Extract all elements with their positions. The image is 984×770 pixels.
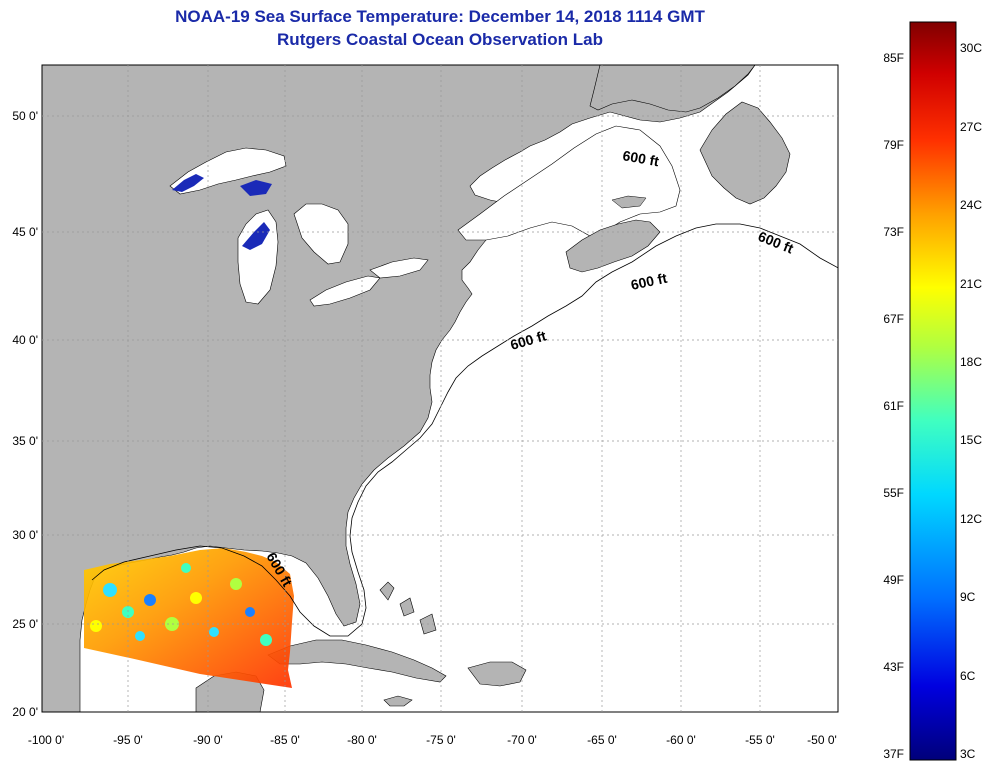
cb-c-21: 21C <box>960 277 982 291</box>
lon-labels: -100 0' -95 0' -90 0' -85 0' -80 0' -75 … <box>28 733 837 747</box>
lat-label-50: 50 0' <box>12 109 38 123</box>
cb-f-73: 73F <box>883 225 904 239</box>
lon-label-80: -80 0' <box>347 733 377 747</box>
cb-f-37: 37F <box>883 747 904 761</box>
cb-c-27: 27C <box>960 120 982 134</box>
lat-labels: 50 0' 45 0' 40 0' 35 0' 30 0' 25 0' 20 0… <box>12 109 38 719</box>
colorbar <box>909 21 957 761</box>
cb-c-9: 9C <box>960 590 976 604</box>
hispaniola-land <box>467 661 527 687</box>
lon-label-85: -85 0' <box>270 733 300 747</box>
cb-c-6: 6C <box>960 669 976 683</box>
cb-f-55: 55F <box>883 486 904 500</box>
cuba-land <box>267 639 447 683</box>
lon-label-100: -100 0' <box>28 733 64 747</box>
depth-label-gulf-st-lawrence: 600 ft <box>621 147 660 169</box>
cb-c-24: 24C <box>960 198 982 212</box>
labrador-land <box>589 65 756 113</box>
lon-label-65: -65 0' <box>587 733 617 747</box>
lon-label-55: -55 0' <box>745 733 775 747</box>
cb-f-85: 85F <box>883 51 904 65</box>
map-frame <box>41 64 839 713</box>
north-america-land <box>42 65 756 712</box>
colorbar-c-labels: 30C 27C 24C 21C 18C 15C 12C 9C 6C 3C <box>960 41 982 761</box>
jamaica-land <box>383 695 413 707</box>
lon-label-60: -60 0' <box>666 733 696 747</box>
lon-label-70: -70 0' <box>507 733 537 747</box>
lat-label-30: 30 0' <box>12 528 38 542</box>
pei-island <box>611 195 647 209</box>
cb-f-49: 49F <box>883 573 904 587</box>
colorbar-f-labels: 85F 79F 73F 67F 61F 55F 49F 43F 37F <box>883 51 904 761</box>
cb-f-67: 67F <box>883 312 904 326</box>
cb-c-18: 18C <box>960 355 982 369</box>
depth-contour-600ft <box>91 223 838 637</box>
lon-label-95: -95 0' <box>113 733 143 747</box>
lon-label-50: -50 0' <box>807 733 837 747</box>
nova-scotia-land <box>565 219 661 273</box>
cb-c-30: 30C <box>960 41 982 55</box>
lat-label-35: 35 0' <box>12 434 38 448</box>
lat-label-20: 20 0' <box>12 705 38 719</box>
lake-superior-temps <box>172 174 272 250</box>
page-title: NOAA-19 Sea Surface Temperature: Decembe… <box>175 7 705 26</box>
cb-c-15: 15C <box>960 433 982 447</box>
lon-label-75: -75 0' <box>426 733 456 747</box>
lon-label-90: -90 0' <box>193 733 223 747</box>
gulf-sst-speckle <box>90 563 272 646</box>
lat-label-25: 25 0' <box>12 617 38 631</box>
page-subtitle: Rutgers Coastal Ocean Observation Lab <box>277 30 603 49</box>
cb-c-3: 3C <box>960 747 976 761</box>
depth-label-georges-bank: 600 ft <box>629 270 668 293</box>
cb-f-61: 61F <box>883 399 904 413</box>
lat-label-40: 40 0' <box>12 333 38 347</box>
cb-f-79: 79F <box>883 138 904 152</box>
st-lawrence-gulf <box>457 125 681 241</box>
newfoundland-land <box>699 101 791 205</box>
cb-c-12: 12C <box>960 512 982 526</box>
cb-f-43: 43F <box>883 660 904 674</box>
lat-label-45: 45 0' <box>12 225 38 239</box>
map-layer <box>42 65 838 712</box>
